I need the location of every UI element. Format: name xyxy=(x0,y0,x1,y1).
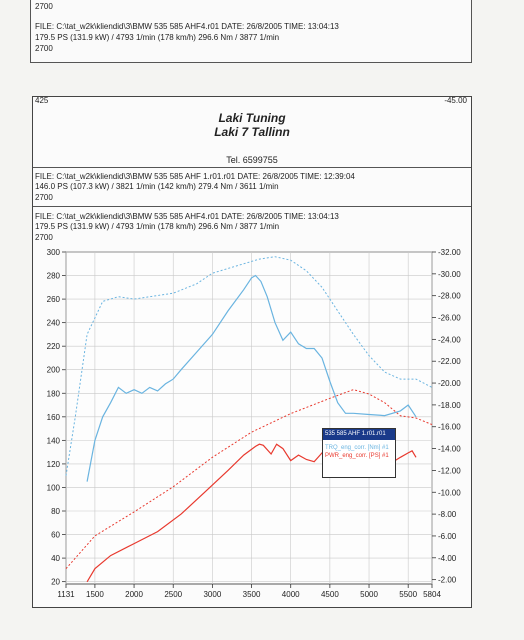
y-left-tick-label: 20 xyxy=(51,578,60,587)
y-left-tick-label: 100 xyxy=(47,483,61,492)
y-left-tick-label: 280 xyxy=(47,272,61,281)
chart-legend: 535 585 AHF 1.r01.r01 TRQ_eng_corr. [Nm]… xyxy=(322,428,396,478)
y-left-tick-label: 140 xyxy=(47,436,61,445)
x-tick-label: 1500 xyxy=(86,590,104,599)
legend-power: PWR_eng_corr. [PS] #1 xyxy=(325,453,389,459)
legend-torque: TRQ_eng_corr. [Nm] #1 xyxy=(325,445,389,451)
report-rpm-top: 2700 xyxy=(35,2,53,11)
shop-name: Laki Tuning xyxy=(218,111,286,125)
x-tick-label: 2500 xyxy=(164,590,182,599)
y-left-tick-label: 200 xyxy=(47,366,61,375)
series-line-0 xyxy=(65,256,433,476)
x-tick-label: 3500 xyxy=(243,590,261,599)
y-left-tick-label: 220 xyxy=(47,342,61,351)
y-left-tick-label: 120 xyxy=(47,460,61,469)
right-scale-max: -45.00 xyxy=(444,96,467,105)
y-right-tick-label: -4.00 xyxy=(438,554,457,563)
y-left-tick-label: 160 xyxy=(47,413,61,422)
y-right-tick-label: -16.00 xyxy=(438,423,461,432)
y-right-tick-label: -14.00 xyxy=(438,445,461,454)
y-left-tick-label: 60 xyxy=(51,531,60,540)
y-left-tick-label: 240 xyxy=(47,319,61,328)
report-file-line: FILE: C:\tat_w2k\kliendid\3\BMW 535 585 … xyxy=(35,22,339,31)
shop-title-box: Laki Tuning Laki 7 Tallinn Tel. 6599755 xyxy=(33,107,471,168)
y-right-tick-label: -32.00 xyxy=(438,248,461,257)
y-left-tick-label: 40 xyxy=(51,554,60,563)
y-left-tick-label: 260 xyxy=(47,295,61,304)
y-right-tick-label: -24.00 xyxy=(438,335,461,344)
run2-result: 179.5 PS (131.9 kW) / 4793 1/min (178 km… xyxy=(35,222,280,231)
y-left-tick-label: 180 xyxy=(47,389,61,398)
y-left-tick-label: 300 xyxy=(47,248,61,257)
x-tick-label: 5804 xyxy=(423,590,441,599)
x-tick-label: 5500 xyxy=(399,590,417,599)
run1-file: FILE: C:\tat_w2k\kliendid\3\BMW 535 585 … xyxy=(35,172,355,181)
series-line-1 xyxy=(86,274,417,482)
x-tick-label: 2000 xyxy=(125,590,143,599)
series-line-2 xyxy=(65,389,433,570)
y-right-tick-label: -6.00 xyxy=(438,532,457,541)
y-left-tick-label: 80 xyxy=(51,507,60,516)
y-right-tick-label: -10.00 xyxy=(438,488,461,497)
scale-header: 425 -45.00 xyxy=(33,96,471,106)
previous-report-strip: 2700 FILE: C:\tat_w2k\kliendid\3\BMW 535… xyxy=(30,0,472,63)
legend-selected-run[interactable]: 535 585 AHF 1.r01.r01 xyxy=(323,429,395,440)
shop-phone: Tel. 6599755 xyxy=(226,155,278,165)
y-right-tick-label: -26.00 xyxy=(438,314,461,323)
y-right-tick-label: -22.00 xyxy=(438,357,461,366)
shop-address: Laki 7 Tallinn xyxy=(214,125,290,139)
y-right-tick-label: -8.00 xyxy=(438,510,457,519)
x-tick-label: 4500 xyxy=(321,590,339,599)
x-tick-label: 1131 xyxy=(57,590,75,599)
x-tick-label: 5000 xyxy=(360,590,378,599)
report-result-line: 179.5 PS (131.9 kW) / 4793 1/min (178 km… xyxy=(35,33,280,42)
y-right-tick-label: -20.00 xyxy=(438,379,461,388)
plot-area xyxy=(65,251,433,585)
run2-file: FILE: C:\tat_w2k\kliendid\3\BMW 535 585 … xyxy=(35,212,339,221)
run1-info: FILE: C:\tat_w2k\kliendid\3\BMW 535 585 … xyxy=(33,169,471,207)
y-right-tick-label: -28.00 xyxy=(438,292,461,301)
left-scale-max: 425 xyxy=(35,96,49,105)
x-tick-label: 3000 xyxy=(203,590,221,599)
report-rpm-bottom: 2700 xyxy=(35,44,53,53)
y-right-tick-label: -18.00 xyxy=(438,401,461,410)
y-right-tick-label: -2.00 xyxy=(438,576,457,585)
run1-result: 146.0 PS (107.3 kW) / 3821 1/min (142 km… xyxy=(35,182,279,191)
run2-info: FILE: C:\tat_w2k\kliendid\3\BMW 535 585 … xyxy=(33,207,471,247)
y-right-tick-label: -30.00 xyxy=(438,270,461,279)
run1-rpm: 2700 xyxy=(35,193,53,202)
x-tick-label: 4000 xyxy=(282,590,300,599)
run2-rpm: 2700 xyxy=(35,233,53,242)
y-right-tick-label: -12.00 xyxy=(438,466,461,475)
